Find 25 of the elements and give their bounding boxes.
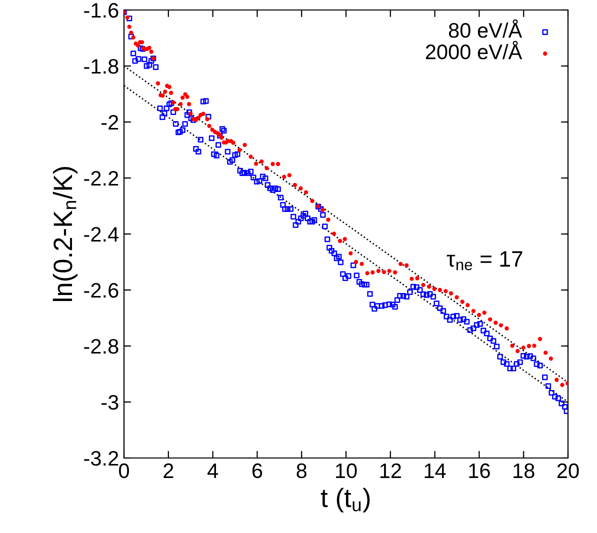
x-tick-label: 4 <box>207 464 218 478</box>
y-tick-label: -2.8 <box>84 339 118 354</box>
y-tick-label: -2.4 <box>84 227 119 242</box>
y-tick-label: -2.6 <box>84 283 118 298</box>
x-tick-label: 18 <box>514 463 534 478</box>
x-tick-label: 0 <box>119 463 129 478</box>
y-tick-label: -2 <box>102 115 118 130</box>
y-tick-label: -2.2 <box>84 171 118 186</box>
y-tick-label: -1.6 <box>84 3 118 18</box>
x-tick-label: 14 <box>424 464 446 478</box>
annotation: τ$_{ne}$ = 17 <box>446 251 522 270</box>
x-tick-label: 10 <box>336 463 357 478</box>
x-tick-label: 6 <box>252 463 262 478</box>
x-tick-label: 2 <box>164 463 174 478</box>
x-tick-label: 20 <box>557 463 579 478</box>
y-tick-label: -3.2 <box>84 451 118 466</box>
y-tick-label: -1.8 <box>84 59 118 74</box>
y-tick-label: -3 <box>102 395 118 410</box>
legend-label: 2000 eV/Å <box>426 40 522 60</box>
y-axis-title: ln(0.2-K$_{n}$/K) <box>52 167 78 301</box>
legend-label: 80 eV/Å <box>448 19 522 38</box>
x-tick-label: 12 <box>380 463 401 478</box>
x-tick-label: 16 <box>469 463 490 478</box>
x-tick-label: 8 <box>296 463 306 478</box>
x-axis-title: t (t$_{u}$) <box>320 488 370 512</box>
